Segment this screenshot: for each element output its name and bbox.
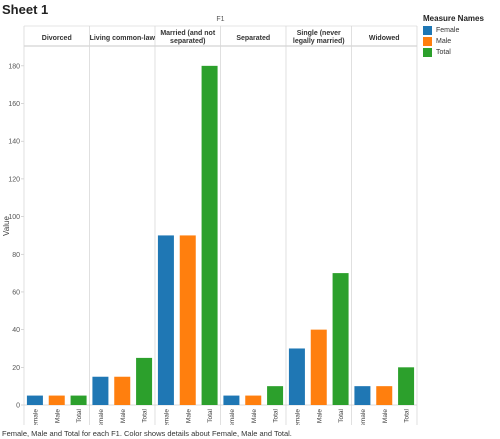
pane-header-label: Separated [236,35,270,42]
y-tick-label: 80 [12,252,20,259]
legend-swatch-male [423,37,432,46]
y-tick-label: 20 [12,365,20,372]
legend-title: Measure Names [423,14,484,23]
x-tick-label: Male [185,409,192,423]
y-tick-label: 60 [12,289,20,296]
x-tick-label: Female [163,409,170,425]
pane-header-label: separated) [170,38,205,45]
legend-swatch-female [423,26,432,35]
pane-header-label: Married (and not [160,30,216,37]
x-tick-label: Total [338,408,345,422]
x-tick-label: Total [76,408,83,422]
y-tick-label: 100 [8,214,20,221]
x-tick-label: Male [54,409,61,423]
bar-male [179,235,196,405]
x-tick-label: Total [207,408,214,422]
x-tick-label: Female [229,409,236,425]
y-tick-label: 120 [8,176,20,183]
legend-item-male[interactable]: Male [423,36,499,47]
bar-female [26,395,43,405]
bar-female [223,395,240,405]
x-tick-label: Total [273,408,280,422]
x-tick-label: Female [32,409,39,425]
y-tick-label: 0 [16,403,20,410]
legend-swatch-total [423,48,432,57]
x-tick-label: Total [404,408,411,422]
bar-male [245,395,262,405]
x-tick-label: Male [382,409,389,423]
pane-header-label: legally married) [293,38,345,45]
bar-total [267,386,284,405]
x-tick-label: Female [360,409,367,425]
bar-male [376,386,393,405]
x-tick-label: Male [120,409,127,423]
legend-item-total[interactable]: Total [423,47,499,58]
y-tick-label: 140 [8,139,20,146]
legend: Measure Names Female Male Total [423,14,499,58]
legend-item-female[interactable]: Female [423,25,499,36]
legend-label-male: Male [436,38,452,45]
bar-chart: F1 Value 0 20 40 60 80 100 120 140 160 180 Divorced F… [2,16,418,425]
column-header-f1: F1 [216,16,224,23]
legend-label-female: Female [436,27,460,34]
bar-total [136,357,153,405]
pane-header-label: Single (never [297,30,341,37]
pane-header-label: Living common-law [90,35,156,42]
bar-female [157,235,174,405]
bar-female [354,386,371,405]
sheet-title: Sheet 1 [2,2,49,17]
bar-male [310,329,327,405]
x-tick-label: Female [294,409,301,425]
bar-total [70,395,87,405]
y-tick-label: 40 [12,327,20,334]
y-axis-title: Value [2,216,11,236]
bar-total [332,273,349,405]
pane-header-label: Widowed [369,35,400,42]
x-tick-label: Total [142,408,149,422]
bar-total [398,367,415,405]
y-tick-label: 160 [8,101,20,108]
bar-female [288,348,305,405]
pane-header-label: Divorced [42,35,72,42]
y-tick-label: 180 [8,63,20,70]
bar-male [48,395,65,405]
bar-male [114,376,131,405]
bar-total [201,65,218,405]
x-tick-label: Male [251,409,258,423]
legend-label-total: Total [436,49,451,56]
chart-caption: Female, Male and Total for each F1. Colo… [2,429,292,438]
bar-female [92,376,109,405]
x-tick-label: Male [316,409,323,423]
x-tick-label: Female [98,409,105,425]
